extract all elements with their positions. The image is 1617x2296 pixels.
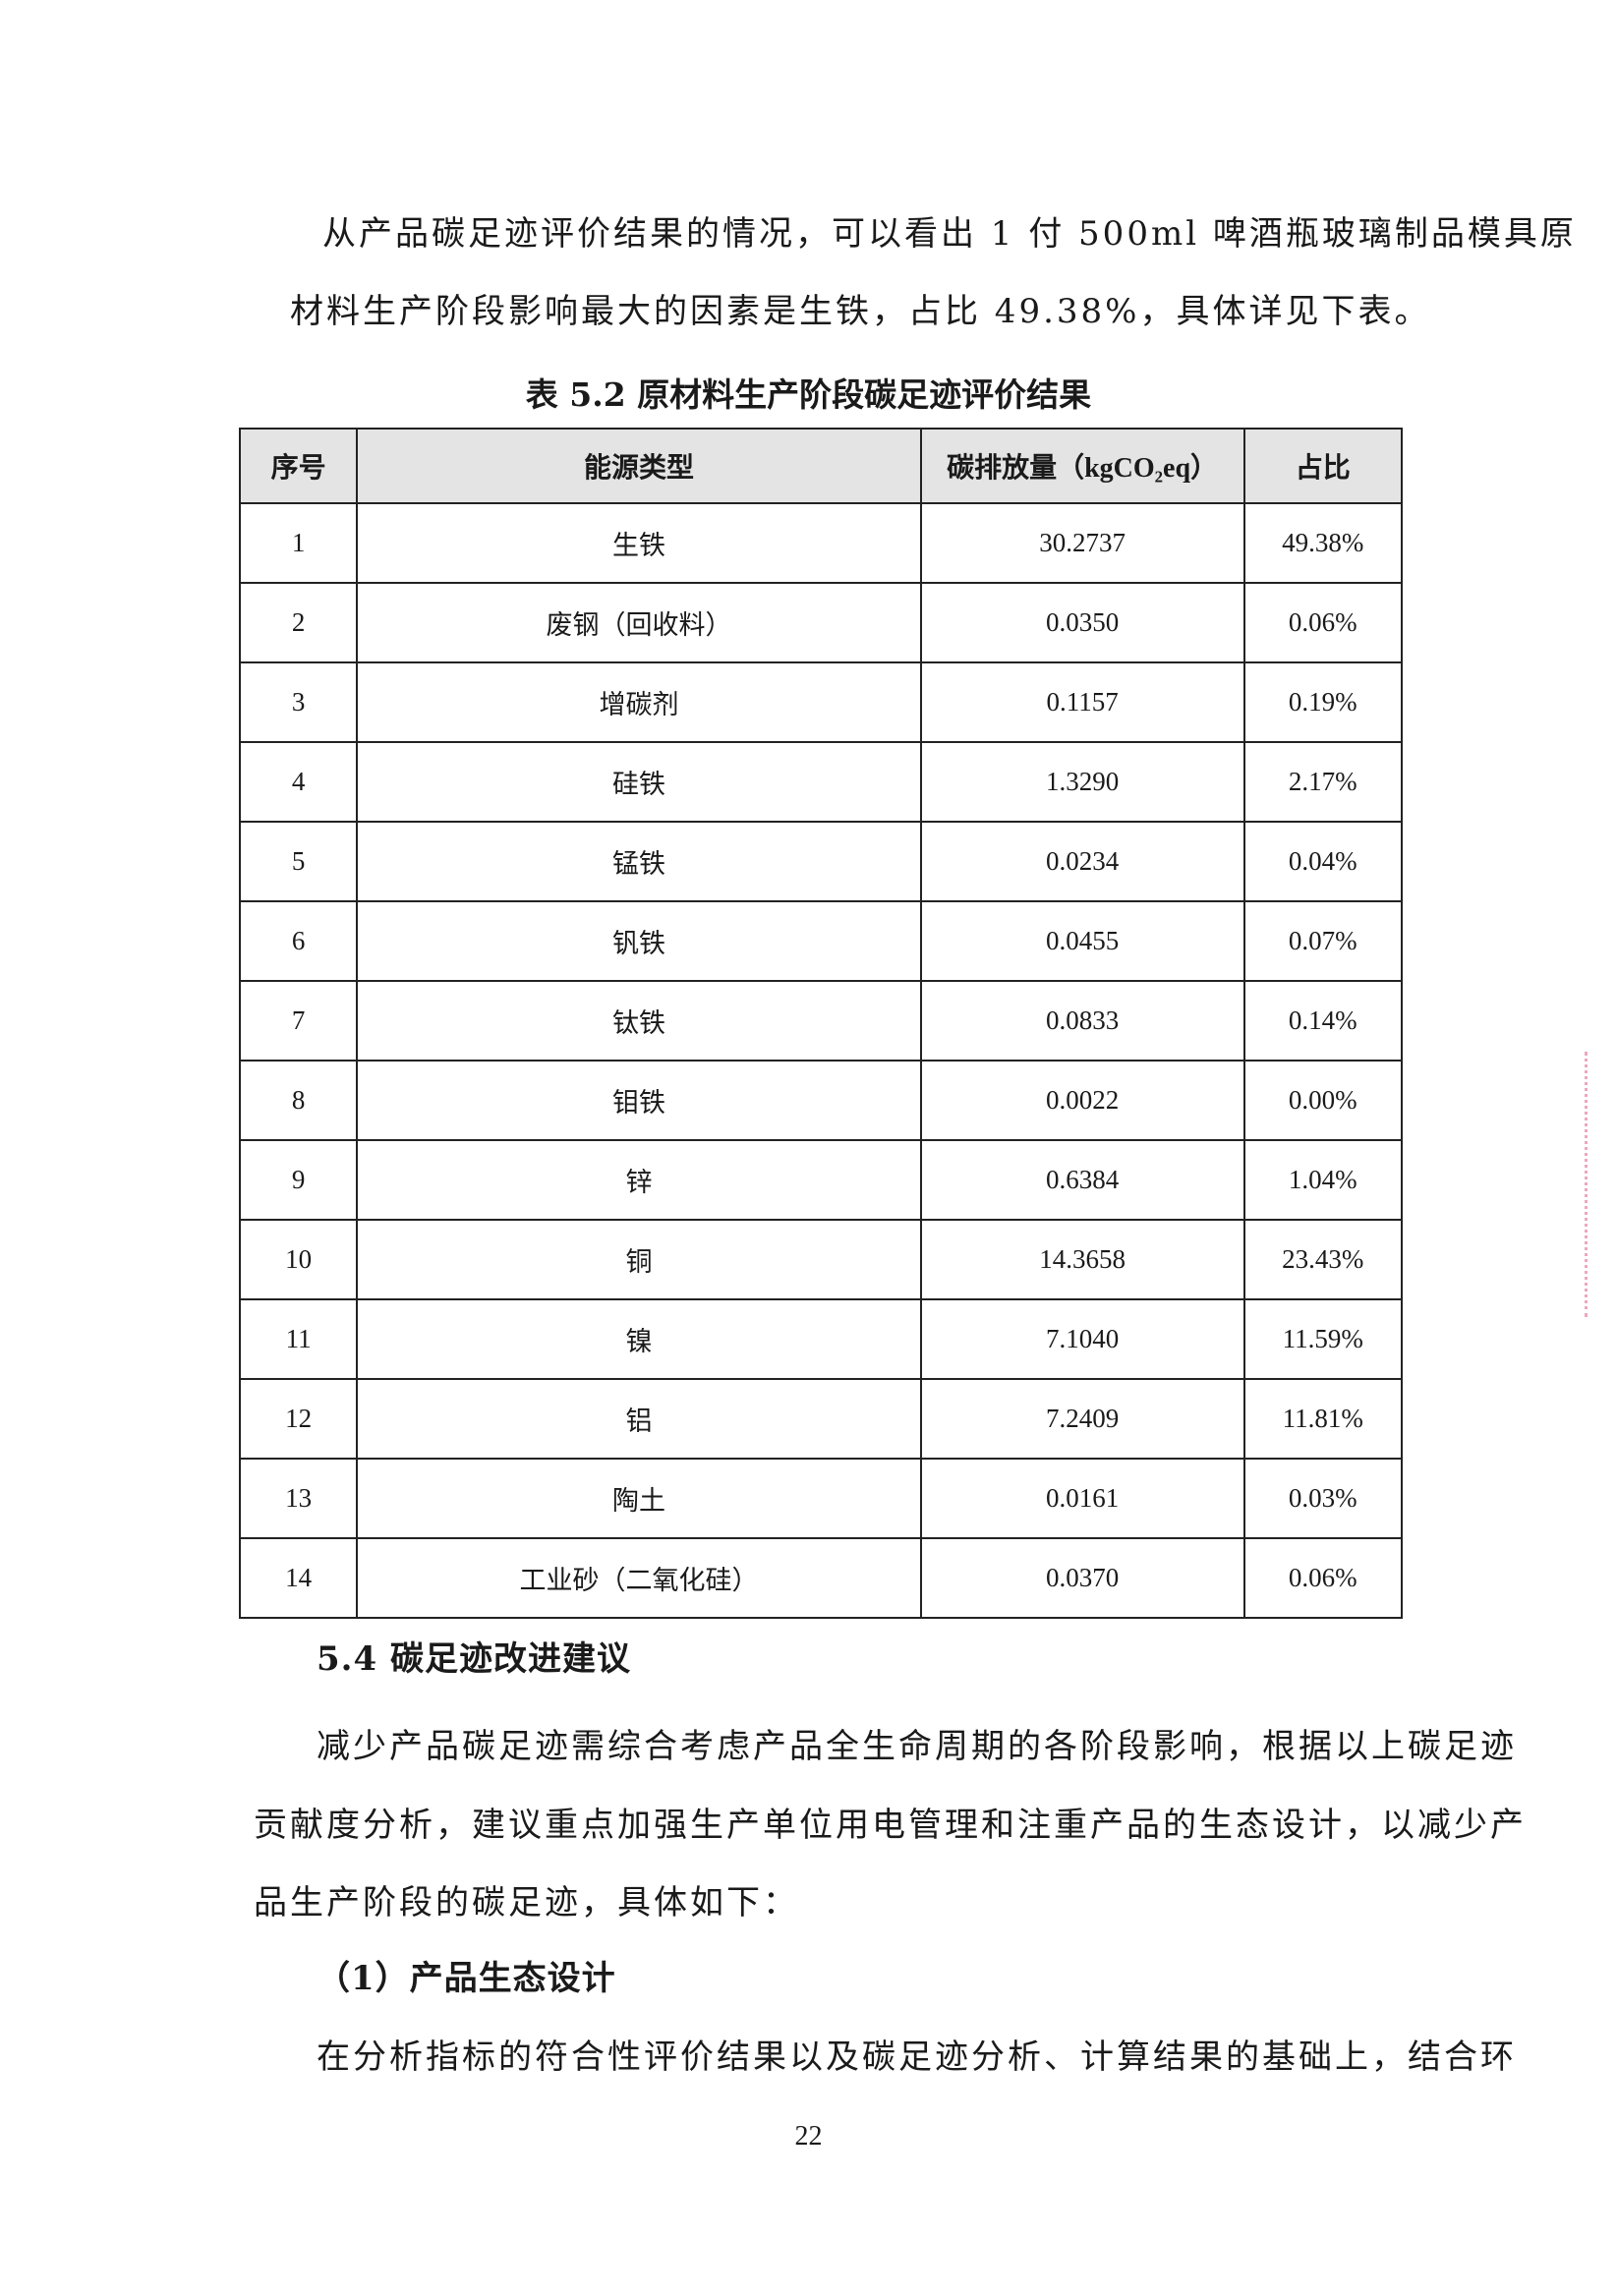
table-row: 6 钒铁 0.0455 0.07% — [238, 900, 1403, 982]
table-row: 9 锌 0.6384 1.04% — [238, 1139, 1403, 1221]
carbon-footprint-table: 序号 能源类型 碳排放量（kgCO₂eq） 占比 1 生铁 30.2737 49.38… — [238, 428, 1403, 1619]
cell-share: 0.14% — [1242, 980, 1403, 1062]
header-share: 占比 — [1242, 428, 1403, 504]
seal-stamp-fragment — [1585, 1052, 1617, 1317]
cell-energy-type: 钒铁 — [356, 900, 922, 982]
cell-energy-type: 钛铁 — [356, 980, 922, 1062]
table-row: 7 钛铁 0.0833 0.14% — [238, 980, 1403, 1062]
paragraph-line: 减少产品碳足迹需综合考虑产品全生命周期的各阶段影响，根据以上碳足迹 — [317, 1727, 1517, 1766]
cell-index: 9 — [238, 1139, 359, 1221]
table-row: 8 钼铁 0.0022 0.00% — [238, 1060, 1403, 1141]
table-header-row: 序号 能源类型 碳排放量（kgCO₂eq） 占比 — [238, 428, 1403, 504]
cell-emission: 7.1040 — [919, 1298, 1245, 1380]
cell-emission: 0.0022 — [919, 1060, 1245, 1141]
cell-emission: 30.2737 — [919, 502, 1245, 584]
cell-share: 0.06% — [1242, 1537, 1403, 1619]
paragraph-line: 贡献度分析，建议重点加强生产单位用电管理和注重产品的生态设计，以减少产 — [254, 1806, 1527, 1845]
table-row: 13 陶土 0.0161 0.03% — [238, 1458, 1403, 1539]
cell-index: 3 — [238, 661, 359, 743]
cell-emission: 0.0455 — [919, 900, 1245, 982]
cell-emission: 0.0350 — [919, 582, 1245, 663]
cell-energy-type: 废钢（回收料） — [356, 582, 922, 663]
cell-share: 0.07% — [1242, 900, 1403, 982]
table-caption: 表 5.2 原材料生产阶段碳足迹评价结果 — [525, 375, 1092, 414]
cell-share: 0.04% — [1242, 821, 1403, 902]
table-row: 2 废钢（回收料） 0.0350 0.06% — [238, 582, 1403, 663]
cell-energy-type: 锰铁 — [356, 821, 922, 902]
table-row: 3 增碳剂 0.1157 0.19% — [238, 661, 1403, 743]
cell-energy-type: 镍 — [356, 1298, 922, 1380]
cell-index: 10 — [238, 1219, 359, 1300]
cell-energy-type: 锌 — [356, 1139, 922, 1221]
cell-index: 7 — [238, 980, 359, 1062]
cell-share: 49.38% — [1242, 502, 1403, 584]
cell-emission: 1.3290 — [919, 741, 1245, 823]
cell-index: 5 — [238, 821, 359, 902]
cell-energy-type: 生铁 — [356, 502, 922, 584]
cell-share: 11.59% — [1242, 1298, 1403, 1380]
cell-energy-type: 增碳剂 — [356, 661, 922, 743]
paragraph-line: 材料生产阶段影响最大的因素是生铁，占比 49.38%，具体详见下表。 — [290, 292, 1431, 331]
cell-energy-type: 陶土 — [356, 1458, 922, 1539]
cell-emission: 0.0370 — [919, 1537, 1245, 1619]
table-row: 10 铜 14.3658 23.43% — [238, 1219, 1403, 1300]
cell-share: 0.00% — [1242, 1060, 1403, 1141]
cell-index: 6 — [238, 900, 359, 982]
cell-share: 23.43% — [1242, 1219, 1403, 1300]
cell-emission: 0.0234 — [919, 821, 1245, 902]
cell-energy-type: 铝 — [356, 1378, 922, 1460]
header-index: 序号 — [238, 428, 359, 504]
header-energy-type: 能源类型 — [356, 428, 922, 504]
cell-share: 0.06% — [1242, 582, 1403, 663]
cell-share: 11.81% — [1242, 1378, 1403, 1460]
header-emission: 碳排放量（kgCO₂eq） — [919, 428, 1245, 504]
cell-emission: 0.0161 — [919, 1458, 1245, 1539]
cell-index: 8 — [238, 1060, 359, 1141]
paragraph-line: 在分析指标的符合性评价结果以及碳足迹分析、计算结果的基础上，结合环 — [317, 2038, 1517, 2077]
section-heading: 5.4 碳足迹改进建议 — [317, 1639, 631, 1679]
table-row: 4 硅铁 1.3290 2.17% — [238, 741, 1403, 823]
cell-energy-type: 铜 — [356, 1219, 922, 1300]
cell-share: 1.04% — [1242, 1139, 1403, 1221]
cell-index: 14 — [238, 1537, 359, 1619]
cell-energy-type: 工业砂（二氧化硅） — [356, 1537, 922, 1619]
cell-index: 11 — [238, 1298, 359, 1380]
cell-index: 2 — [238, 582, 359, 663]
cell-share: 0.19% — [1242, 661, 1403, 743]
cell-index: 4 — [238, 741, 359, 823]
cell-emission: 14.3658 — [919, 1219, 1245, 1300]
cell-share: 0.03% — [1242, 1458, 1403, 1539]
cell-energy-type: 硅铁 — [356, 741, 922, 823]
cell-emission: 0.1157 — [919, 661, 1245, 743]
cell-emission: 0.6384 — [919, 1139, 1245, 1221]
cell-share: 2.17% — [1242, 741, 1403, 823]
cell-emission: 0.0833 — [919, 980, 1245, 1062]
table-row: 12 铝 7.2409 11.81% — [238, 1378, 1403, 1460]
table-row: 11 镍 7.1040 11.59% — [238, 1298, 1403, 1380]
table-row: 5 锰铁 0.0234 0.04% — [238, 821, 1403, 902]
cell-energy-type: 钼铁 — [356, 1060, 922, 1141]
cell-index: 1 — [238, 502, 359, 584]
table-row: 1 生铁 30.2737 49.38% — [238, 502, 1403, 584]
cell-index: 13 — [238, 1458, 359, 1539]
sub-heading: （1）产品生态设计 — [317, 1959, 616, 1998]
page-number: 22 — [794, 2121, 823, 2152]
table-row: 14 工业砂（二氧化硅） 0.0370 0.06% — [238, 1537, 1403, 1619]
cell-emission: 7.2409 — [919, 1378, 1245, 1460]
cell-index: 12 — [238, 1378, 359, 1460]
paragraph-line: 从产品碳足迹评价结果的情况，可以看出 1 付 500ml 啤酒瓶玻璃制品模具原 — [322, 214, 1577, 254]
paragraph-line: 品生产阶段的碳足迹，具体如下： — [254, 1883, 799, 1923]
